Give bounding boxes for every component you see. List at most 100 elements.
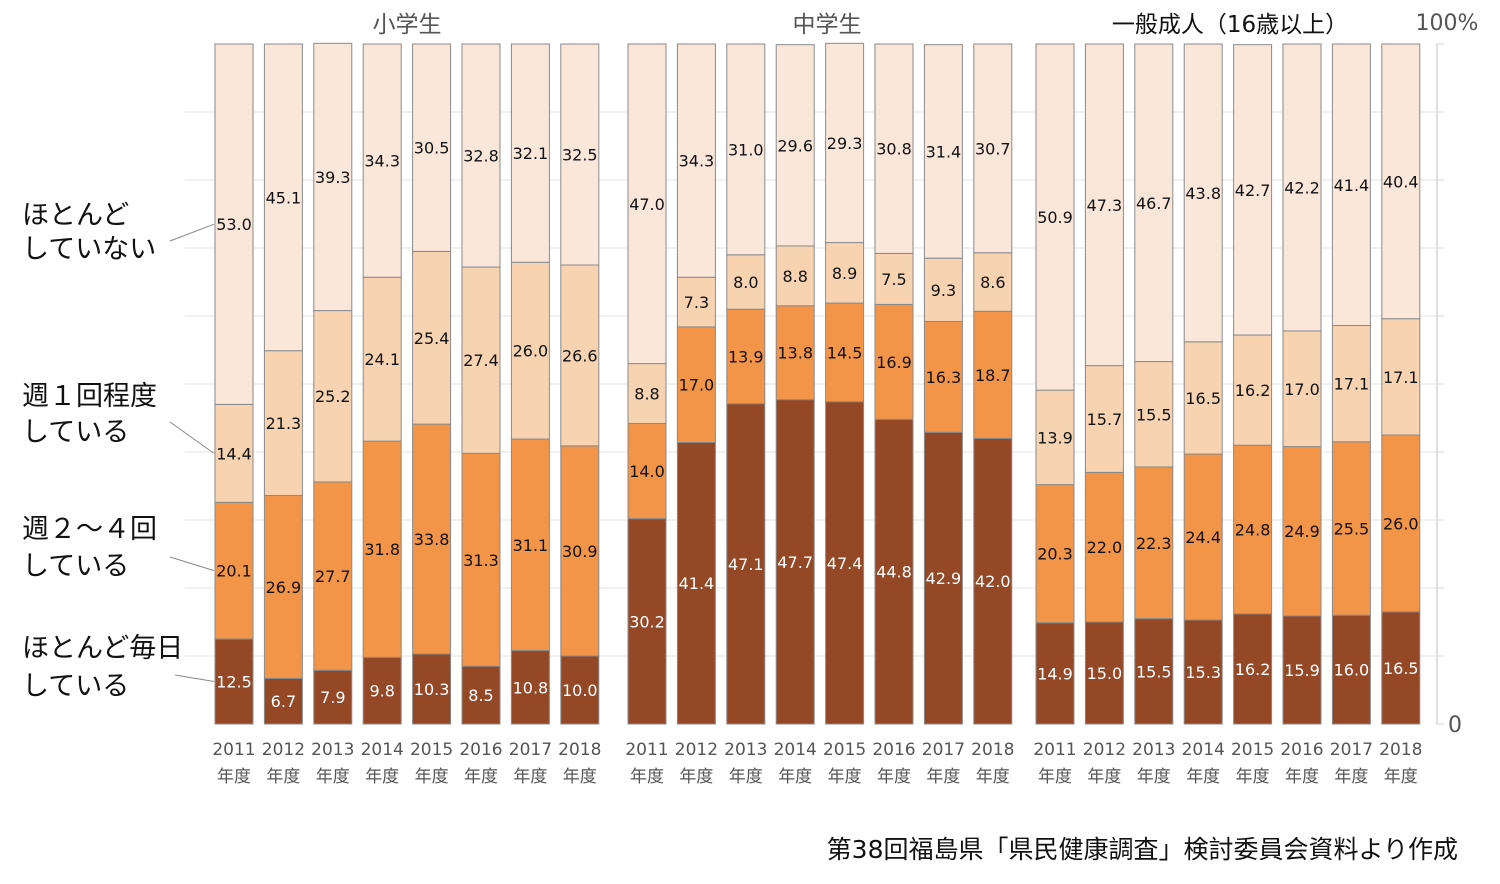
data-label: 9.3 xyxy=(931,281,956,300)
data-label: 31.3 xyxy=(463,551,499,570)
bar-segment-twice-weekly xyxy=(825,302,865,403)
legend-label-twice-weekly-line2: している xyxy=(22,551,129,582)
bar-segment-daily xyxy=(1381,611,1421,725)
bar-segment-once-weekly xyxy=(263,350,303,497)
data-label: 53.0 xyxy=(216,215,252,234)
legend-leader-line xyxy=(174,674,215,682)
bar-segment-twice-weekly xyxy=(214,501,254,640)
bar-segment-rarely xyxy=(874,43,914,254)
data-label: 18.7 xyxy=(975,366,1011,385)
x-tick-label: 2016 xyxy=(1280,740,1323,760)
bar-segment-daily xyxy=(775,399,815,725)
data-label: 16.5 xyxy=(1383,659,1419,678)
bar-segment-daily xyxy=(1035,622,1075,725)
x-tick-label: 2016 xyxy=(872,740,915,760)
data-label: 8.0 xyxy=(733,273,758,292)
bar-segment-daily xyxy=(461,665,501,725)
bar-segment-rarely xyxy=(1282,43,1322,332)
bar-segment-twice-weekly xyxy=(1134,466,1174,620)
bar-segment-rarely xyxy=(1381,43,1421,320)
x-tick-suffix: 年度 xyxy=(828,767,862,787)
bar-segment-twice-weekly xyxy=(461,452,501,667)
data-label: 45.1 xyxy=(266,188,302,207)
bar-segment-rarely xyxy=(412,43,452,252)
bar-segment-rarely xyxy=(313,42,353,312)
data-label: 42.7 xyxy=(1235,181,1271,200)
bar-segment-twice-weekly xyxy=(362,440,402,658)
bar-segment-once-weekly xyxy=(1331,325,1371,443)
data-label: 15.0 xyxy=(1087,664,1123,683)
legend-leader-line xyxy=(169,556,215,572)
data-label: 25.2 xyxy=(315,387,351,406)
x-tick-suffix: 年度 xyxy=(1137,767,1171,787)
bar-segment-twice-weekly xyxy=(627,422,667,520)
bar-segment-daily xyxy=(313,669,353,725)
data-label: 26.9 xyxy=(266,578,302,597)
data-label: 8.5 xyxy=(468,686,493,705)
data-label: 12.5 xyxy=(216,673,252,692)
data-label: 31.8 xyxy=(364,540,400,559)
bar-segment-once-weekly xyxy=(825,242,865,304)
x-tick-suffix: 年度 xyxy=(1087,767,1121,787)
bar-segment-daily xyxy=(1282,615,1322,725)
data-label: 14.0 xyxy=(629,462,665,481)
bar-segment-daily xyxy=(923,431,963,725)
bar-segment-rarely xyxy=(627,43,667,365)
legend-label-twice-weekly: 週２～４回 xyxy=(22,514,157,545)
panel-title: 一般成人（16歳以上） xyxy=(1112,12,1348,38)
data-label: 24.1 xyxy=(364,350,400,369)
x-tick-label: 2011 xyxy=(212,740,255,760)
legend-label-once-weekly: 週１回程度 xyxy=(22,381,157,412)
x-tick-label: 2018 xyxy=(971,740,1014,760)
data-label: 25.5 xyxy=(1334,520,1370,539)
data-label: 15.7 xyxy=(1087,410,1123,429)
bar-segment-daily xyxy=(825,401,865,725)
bar-segment-daily xyxy=(676,441,716,725)
x-tick-suffix: 年度 xyxy=(877,767,911,787)
data-label: 26.0 xyxy=(1383,514,1419,533)
data-label: 16.2 xyxy=(1235,381,1271,400)
x-tick-label: 2018 xyxy=(1379,740,1422,760)
data-label: 34.3 xyxy=(679,152,715,171)
data-label: 26.0 xyxy=(513,342,549,361)
bar-segment-rarely xyxy=(973,43,1013,254)
bar-segment-rarely xyxy=(1183,43,1223,343)
data-label: 42.2 xyxy=(1284,178,1320,197)
x-tick-suffix: 年度 xyxy=(316,767,350,787)
data-label: 47.7 xyxy=(777,553,813,572)
x-tick-suffix: 年度 xyxy=(1285,767,1319,787)
data-label: 13.9 xyxy=(1037,428,1073,447)
bar-segment-twice-weekly xyxy=(874,303,914,420)
data-label: 27.4 xyxy=(463,351,499,370)
x-tick-suffix: 年度 xyxy=(1038,767,1072,787)
x-tick-suffix: 年度 xyxy=(1236,767,1270,787)
bar-segment-twice-weekly xyxy=(973,310,1013,439)
x-tick-label: 2015 xyxy=(1231,740,1274,760)
data-label: 15.3 xyxy=(1185,663,1221,682)
x-tick-label: 2014 xyxy=(1182,740,1225,760)
bar-segment-daily xyxy=(1233,613,1273,725)
data-label: 10.3 xyxy=(414,680,450,699)
data-label: 29.3 xyxy=(827,134,863,153)
source-note: 第38回福島県「県民健康調査」検討委員会資料より作成 xyxy=(826,835,1458,864)
bar-segment-twice-weekly xyxy=(923,320,963,433)
bar-segment-rarely xyxy=(560,43,600,266)
data-label: 47.4 xyxy=(827,554,863,573)
data-label: 7.9 xyxy=(320,688,345,707)
bar-segment-rarely xyxy=(263,43,303,352)
bar-segment-twice-weekly xyxy=(510,438,550,652)
x-tick-label: 2013 xyxy=(1132,740,1175,760)
bar-segment-once-weekly xyxy=(676,276,716,328)
data-label: 47.0 xyxy=(629,195,665,214)
bar-segment-daily xyxy=(726,403,766,725)
bar-segment-once-weekly xyxy=(1282,330,1322,448)
x-tick-label: 2012 xyxy=(675,740,718,760)
bar-segment-once-weekly xyxy=(973,252,1013,312)
x-tick-label: 2014 xyxy=(774,740,817,760)
legend-label-once-weekly-line2: している xyxy=(22,417,129,448)
data-label: 20.3 xyxy=(1037,545,1073,564)
bar-segment-once-weekly xyxy=(461,266,501,454)
data-label: 25.4 xyxy=(414,329,450,348)
data-label: 30.7 xyxy=(975,139,1011,158)
